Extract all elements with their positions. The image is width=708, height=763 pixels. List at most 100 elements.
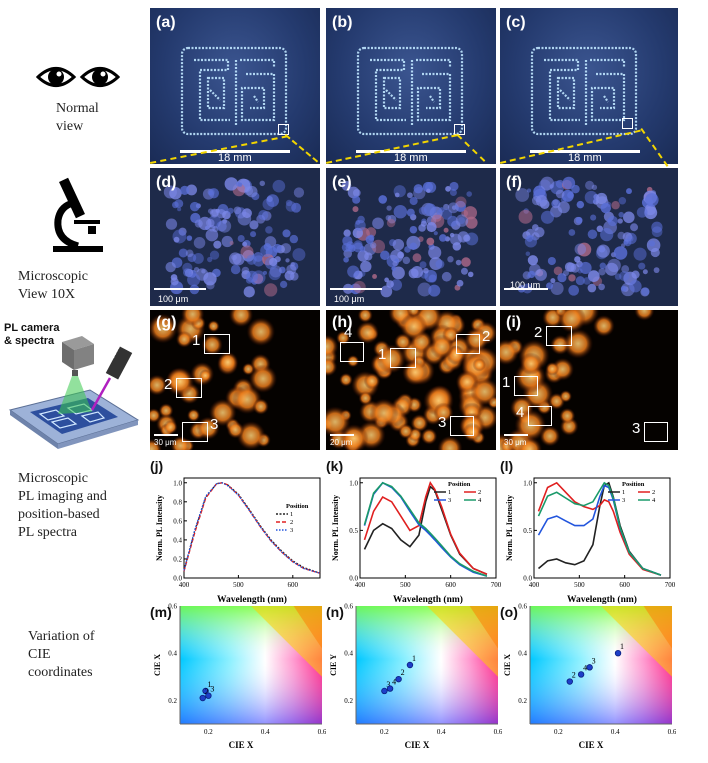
series-line-2: [537, 481, 662, 576]
legend-entry: 3: [448, 497, 451, 504]
scale-bar: [180, 150, 290, 153]
data-point-label: 2: [401, 668, 405, 677]
legend-entry: 3: [290, 527, 293, 534]
scale-bar: [330, 288, 382, 290]
x-axis-label: Wavelength (nm): [393, 594, 463, 605]
x-tick-label: 600: [619, 581, 630, 589]
x-tick-label: 500: [574, 581, 585, 589]
roi-label: 1: [378, 346, 387, 363]
data-point-label: 3: [386, 680, 390, 689]
x-axis-label: CIE X: [229, 740, 254, 750]
x-tick-label: 0.6: [494, 728, 502, 736]
spectrum-chart: (k) 400 500 600 700 0.0 0.5 1.0 Wavelength (nm) N…: [326, 458, 502, 608]
y-tick-label: 0.2: [518, 697, 527, 705]
y-axis-label: Norm. PL Intensity: [155, 495, 164, 561]
row-label-cie-line3: coordinates: [28, 665, 93, 680]
y-tick-label: 1.0: [523, 479, 532, 487]
pl-image-panel: (i) 2 1 4 3 30 μm: [500, 310, 678, 450]
roi-label: 1: [502, 374, 511, 391]
data-point-label: 3: [210, 685, 214, 694]
scale-bar: [154, 288, 206, 290]
legend-entry: 1: [448, 489, 451, 496]
panel-label: (l): [500, 458, 514, 474]
plot-frame: [533, 477, 671, 579]
data-point-3: [381, 687, 388, 695]
x-axis-label: CIE X: [405, 740, 430, 750]
scale-bar-label: 30 μm: [154, 438, 177, 447]
photo-panel: (a) 18 mm: [150, 8, 320, 164]
micrograph-panel: (e) 100 μm: [326, 168, 496, 306]
data-point-2: [395, 675, 402, 683]
data-point-1: [202, 687, 209, 695]
x-tick-label: 400: [179, 581, 190, 589]
row-label-micro-line1: Microscopic: [18, 269, 88, 284]
roi-box: [514, 376, 538, 396]
x-tick-label: 400: [355, 581, 366, 589]
zoom-region-box: [278, 124, 289, 135]
scale-bar-label: 18 mm: [568, 152, 602, 164]
y-axis-label: Norm. PL Intensity: [505, 495, 514, 561]
pl-camera-label: PL camera & spectra: [4, 322, 59, 348]
y-axis-label: CIE Y: [329, 654, 338, 676]
y-tick-label: 0.8: [173, 498, 182, 506]
pl-intensity-map: [326, 310, 496, 450]
y-tick-label: 0.4: [344, 650, 353, 658]
y-axis-label: Norm. PL Intensity: [331, 495, 340, 561]
x-axis-label: CIE X: [579, 740, 604, 750]
y-tick-label: 0.5: [523, 527, 532, 535]
y-tick-label: 1.0: [349, 479, 358, 487]
scale-bar: [154, 434, 178, 436]
pl-intensity-map: [150, 310, 278, 450]
roi-box: [182, 422, 208, 442]
scale-bar-label: 100 μm: [510, 280, 541, 290]
micrograph-panel: (d) 100 μm: [150, 168, 320, 306]
scale-bar-label: 30 μm: [504, 438, 527, 447]
panel-label: (a): [156, 14, 176, 31]
legend-entry: 1: [290, 511, 293, 518]
y-axis-label: CIE X: [153, 654, 162, 676]
eyes-icon: [35, 62, 121, 92]
roi-box: [390, 348, 416, 368]
panel-label: (c): [506, 14, 526, 31]
y-tick-label: 0.0: [523, 575, 532, 583]
y-tick-label: 0.5: [349, 527, 358, 535]
x-tick-label: 700: [665, 581, 676, 589]
zoom-region-box: [454, 124, 465, 135]
pl-camera-label-line2: & spectra: [4, 335, 55, 347]
data-point-3: [586, 664, 593, 671]
legend-entry: 4: [652, 497, 656, 504]
roi-label: 3: [210, 416, 219, 433]
scale-bar: [504, 434, 528, 436]
series-line-4: [363, 481, 488, 577]
roi-box: [456, 334, 480, 354]
data-point-2: [199, 694, 206, 702]
panel-label: (o): [500, 604, 518, 620]
x-tick-label: 400: [529, 581, 540, 589]
scale-bar: [530, 150, 640, 153]
row-label-pl-line4: PL spectra: [18, 525, 77, 540]
roi-box: [204, 334, 230, 354]
pl-setup-illustration: PL camera & spectra laser: [0, 318, 140, 450]
roi-box: [644, 422, 668, 442]
y-tick-label: 0.6: [173, 517, 182, 525]
legend-title: Position: [448, 481, 471, 488]
row-label-normal-line1: Normal: [56, 101, 99, 116]
pl-image-panel: (g) 1 2 3 30 μm: [150, 310, 320, 450]
data-point-label: 1: [412, 654, 416, 663]
legend-entry: 1: [622, 489, 625, 496]
panel-label: (e): [332, 174, 352, 191]
micrograph-panel: (f) 100 μm: [500, 168, 678, 306]
y-tick-label: 0.2: [173, 555, 182, 563]
y-tick-label: 0.4: [168, 650, 177, 658]
y-tick-label: 0.6: [344, 603, 353, 611]
panel-label: (d): [156, 174, 177, 191]
scale-bar-label: 100 μm: [158, 294, 189, 304]
y-axis-label: CIE X: [503, 654, 512, 676]
series-line-4: [537, 481, 662, 576]
spectrum-chart: (j) 400 500 600 0.0 0.2 0.4 0.6 0.8 1.0 Wavelength…: [150, 458, 326, 608]
row-label-micro-line2: View 10X: [18, 287, 76, 302]
roi-box: [340, 342, 364, 362]
row-label-normal: Normal view: [56, 100, 99, 136]
